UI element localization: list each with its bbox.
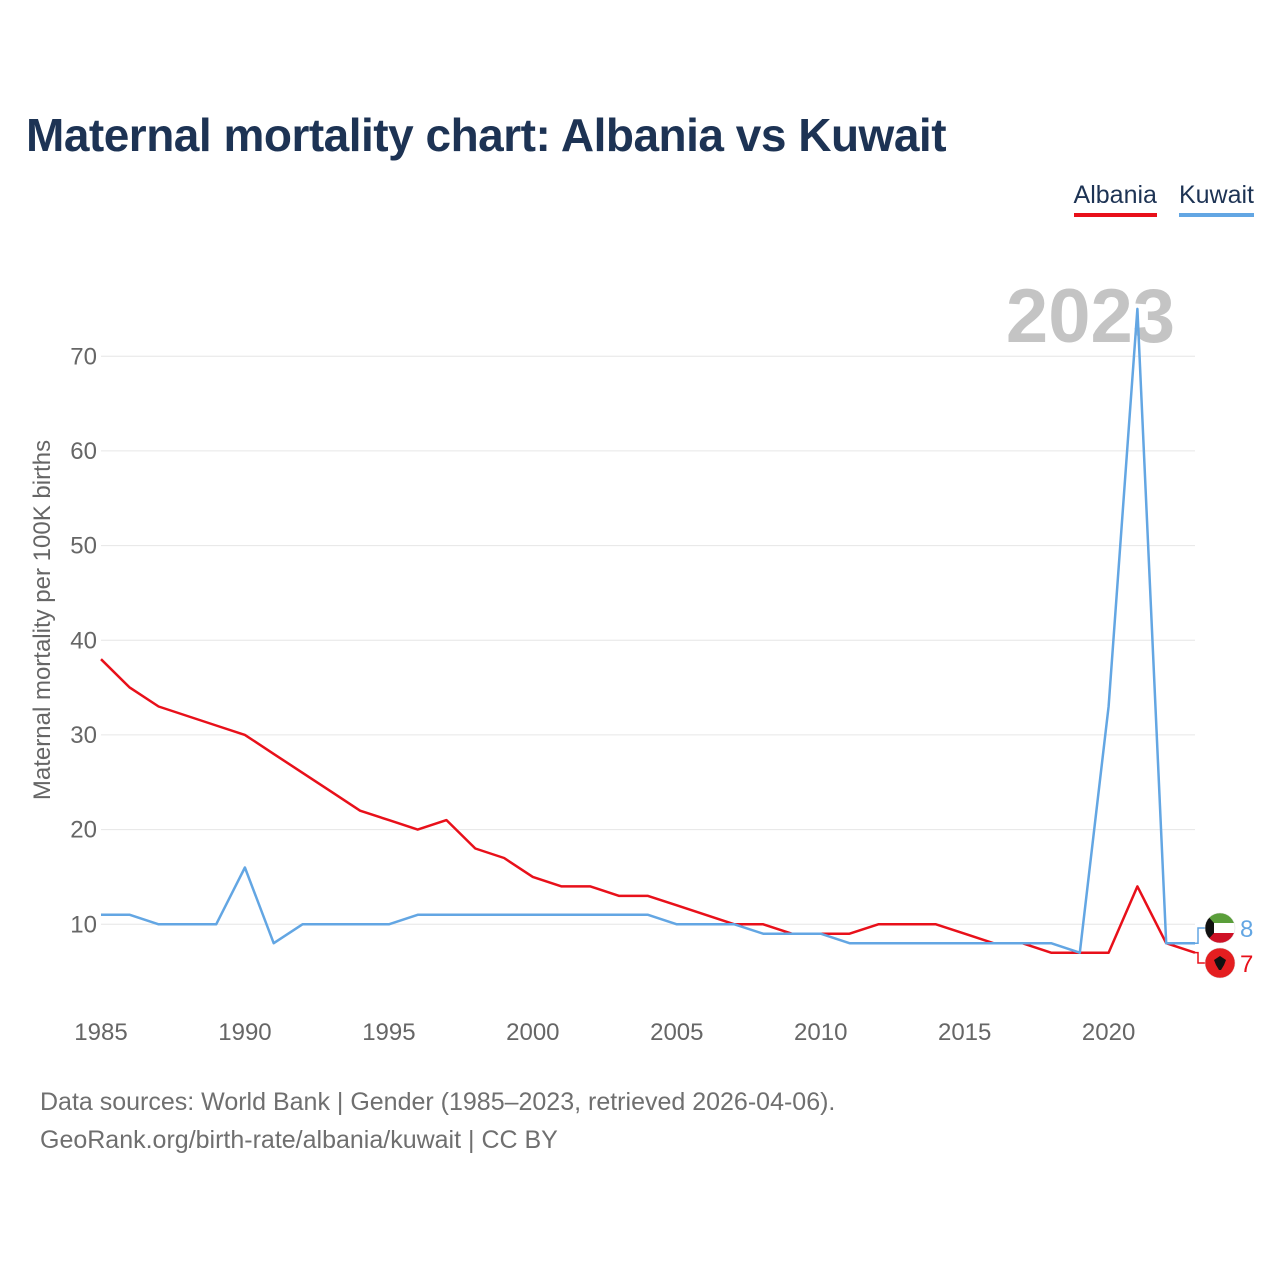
y-tick-label: 30 (70, 722, 97, 749)
albania-flag (1204, 947, 1236, 979)
end-connector (1195, 927, 1206, 944)
x-tick-label: 1990 (218, 1019, 271, 1046)
x-tick-label: 2005 (650, 1019, 703, 1046)
x-tick-label: 2010 (794, 1019, 847, 1046)
gridlines (101, 355, 1195, 925)
series-line-kuwait[interactable] (101, 307, 1195, 954)
legend-item-albania[interactable]: Albania (1073, 181, 1157, 217)
y-tick-label: 70 (70, 343, 97, 370)
source-note: Data sources: World Bank | Gender (1985–… (40, 1088, 836, 1116)
x-tick-label: 2000 (506, 1019, 559, 1046)
series-line-albania[interactable] (100, 658, 1196, 954)
end-value-kuwait: 8 (1240, 916, 1253, 943)
x-tick-label: 2020 (1082, 1019, 1135, 1046)
end-connector (1195, 951, 1206, 964)
x-axis-ticks: 1985 1990 1995 2000 2005 2010 2015 2020 (74, 1019, 1135, 1046)
y-tick-label: 10 (70, 911, 97, 938)
kuwait-flag (1204, 912, 1236, 944)
year-watermark: 2023 (1006, 274, 1175, 359)
x-tick-label: 1995 (362, 1019, 415, 1046)
x-tick-label: 1985 (74, 1019, 127, 1046)
source-url[interactable]: GeoRank.org/birth-rate/albania/kuwait | … (40, 1126, 558, 1154)
y-tick-label: 50 (70, 533, 97, 560)
end-value-albania: 7 (1240, 951, 1253, 978)
end-labels: 78 (1195, 912, 1253, 979)
y-tick-label: 20 (70, 817, 97, 844)
y-axis-title: Maternal mortality per 100K births (29, 440, 56, 800)
x-tick-label: 2015 (938, 1019, 991, 1046)
legend: Albania Kuwait (1073, 181, 1254, 217)
legend-item-kuwait[interactable]: Kuwait (1178, 181, 1254, 217)
y-tick-label: 60 (70, 438, 97, 465)
y-tick-label: 40 (70, 627, 97, 654)
y-axis-ticks: 10 20 30 40 50 60 70 (70, 343, 97, 938)
series-lines (100, 307, 1196, 954)
chart-title: Maternal mortality chart: Albania vs Kuw… (26, 109, 947, 161)
